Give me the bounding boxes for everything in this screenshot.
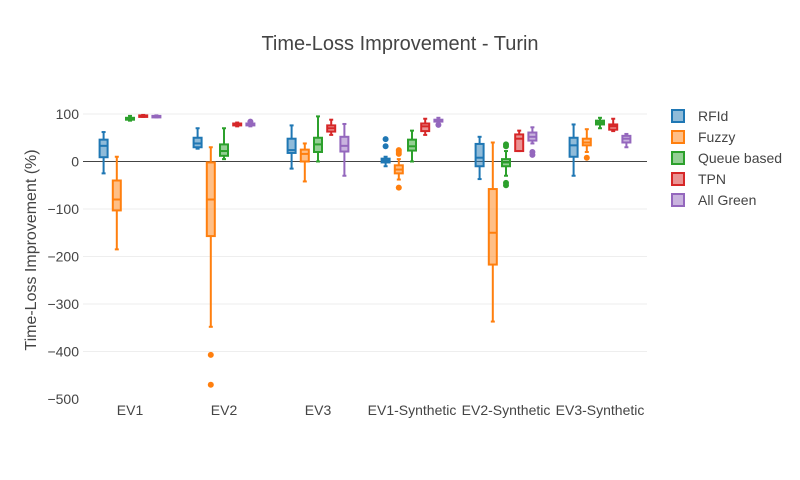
x-axis-ticks: EV1 EV2 EV3 EV1-Synthetic EV2-Synthetic EV3-S… (117, 402, 645, 418)
box-queue-based (125, 114, 135, 122)
box-all-green (527, 126, 538, 158)
box-rfid (474, 135, 485, 181)
y-tick-label: −500 (47, 391, 79, 407)
y-tick-label: −300 (47, 296, 79, 312)
x-tick-label: EV1 (117, 402, 144, 418)
outlier-point (382, 136, 389, 143)
box-queue-based (407, 129, 417, 163)
box-tpn (138, 113, 149, 118)
box-all-green (339, 122, 350, 177)
outlier-point (207, 381, 214, 388)
outlier-point (395, 150, 402, 157)
outlier-point (435, 121, 442, 128)
outlier-point (529, 151, 536, 158)
legend-label: RFId (698, 108, 728, 124)
box-fuzzy (111, 155, 122, 251)
outlier-point (583, 154, 590, 161)
box-queue-based (313, 115, 323, 163)
box-tpn (420, 117, 431, 136)
outlier-point (503, 182, 509, 189)
legend-label: TPN (698, 171, 726, 187)
x-tick-label: EV3 (305, 402, 332, 418)
legend-swatch (671, 193, 685, 207)
iqr-box (487, 188, 498, 266)
x-tick-label: EV1-Synthetic (368, 402, 457, 418)
box-tpn (232, 121, 243, 128)
box-tpn (326, 118, 337, 136)
legend-swatch (671, 130, 685, 144)
box-fuzzy (299, 142, 310, 183)
iqr-box (98, 138, 109, 159)
iqr-box (474, 142, 485, 168)
box-queue-based (219, 127, 229, 161)
legend-swatch (671, 172, 685, 186)
iqr-box (339, 135, 350, 153)
x-tick-label: EV2 (211, 402, 238, 418)
box-fuzzy (581, 128, 592, 161)
legend-item[interactable]: Queue based (671, 150, 782, 166)
box-rfid (98, 131, 109, 175)
box-rfid (286, 124, 297, 170)
legend-swatch (671, 109, 685, 123)
grid-lines (83, 113, 647, 352)
legend-label: All Green (698, 192, 756, 208)
box-trace (111, 128, 592, 388)
box-all-green (151, 114, 162, 119)
box-fuzzy (205, 146, 216, 388)
y-axis-ticks: 100 0 −100 −200 −300 −400 −500 (47, 106, 79, 407)
box-trace (151, 114, 632, 177)
box-queue-based (595, 116, 605, 130)
legend[interactable]: RFId Fuzzy Queue based TPN All Green (671, 108, 782, 208)
iqr-box (568, 136, 579, 158)
box-trace (98, 123, 579, 181)
y-tick-label: 0 (71, 154, 79, 170)
iqr-box (299, 148, 310, 163)
outlier-point (207, 351, 214, 358)
x-tick-label: EV3-Synthetic (556, 402, 645, 418)
box-tpn (514, 129, 525, 153)
outlier-point (247, 118, 254, 125)
y-tick-label: −400 (47, 344, 79, 360)
box-rfid (568, 123, 579, 177)
box-all-green (621, 132, 632, 149)
legend-item[interactable]: All Green (671, 192, 756, 208)
box-rfid (192, 127, 203, 150)
iqr-box (111, 179, 122, 212)
legend-label: Fuzzy (698, 129, 735, 145)
box-queue-based (501, 141, 511, 189)
box-traces (98, 113, 632, 388)
box-tpn (608, 117, 619, 133)
outlier-point (382, 143, 389, 150)
legend-item[interactable]: Fuzzy (671, 129, 735, 145)
y-tick-label: 100 (56, 106, 80, 122)
iqr-box (514, 133, 525, 153)
chart-title: Time-Loss Improvement - Turin (261, 33, 538, 55)
legend-label: Queue based (698, 150, 782, 166)
outlier-point (503, 143, 509, 150)
iqr-box (286, 137, 297, 154)
x-tick-label: EV2-Synthetic (462, 402, 551, 418)
box-rfid (380, 136, 391, 168)
legend-item[interactable]: TPN (671, 171, 726, 187)
legend-item[interactable]: RFId (671, 108, 728, 124)
y-tick-label: −100 (47, 201, 79, 217)
box-fuzzy (487, 141, 498, 323)
box-fuzzy (393, 147, 404, 191)
outlier-point (395, 184, 402, 191)
box-all-green (245, 118, 256, 128)
box-trace (138, 113, 619, 153)
iqr-box (407, 138, 417, 152)
legend-swatch (671, 151, 685, 165)
y-tick-label: −200 (47, 249, 79, 265)
box-trace (125, 114, 605, 189)
y-axis-title: Time-Loss Improvement (%) (23, 149, 40, 350)
box-all-green (433, 116, 444, 128)
